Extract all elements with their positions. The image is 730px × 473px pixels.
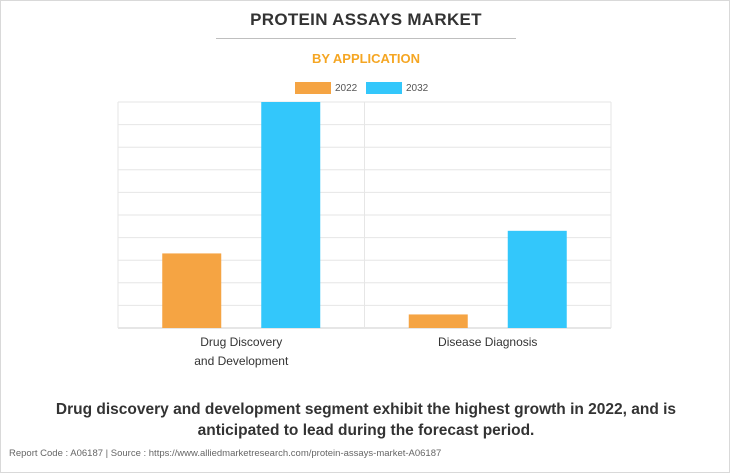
bar-2022-0 <box>162 253 222 328</box>
legend-swatch-2032 <box>366 82 402 94</box>
caption-line-2: anticipated to lead during the forecast … <box>197 422 535 439</box>
legend-swatch-2022 <box>295 82 331 94</box>
bar-2032-0 <box>261 102 321 328</box>
chart-legend: 2022 2032 <box>1 80 730 96</box>
caption-line-1: Drug discovery and development segment e… <box>55 401 677 418</box>
title-divider <box>216 38 516 39</box>
report-footer: Report Code : A06187 | Source : https://… <box>9 448 442 459</box>
chart-caption: Drug discovery and development segment e… <box>21 399 711 441</box>
bar-chart: Drug Discovery and Development Disease Dia… <box>117 101 612 368</box>
bar-2022-1 <box>408 314 468 328</box>
bar-2032-1 <box>507 230 567 328</box>
legend-item-2032: 2032 <box>366 80 428 96</box>
x-tick-label-1: Disease Diagnosis <box>438 335 537 349</box>
legend-label-2022: 2022 <box>335 82 358 94</box>
chart-subtitle: BY APPLICATION <box>311 51 421 66</box>
chart-title: PROTEIN ASSAYS MARKET <box>250 10 482 29</box>
legend-item-2022: 2022 <box>295 80 357 96</box>
legend-label-2032: 2032 <box>406 82 429 94</box>
x-tick-label-0: Drug Discovery and Development <box>194 335 289 368</box>
